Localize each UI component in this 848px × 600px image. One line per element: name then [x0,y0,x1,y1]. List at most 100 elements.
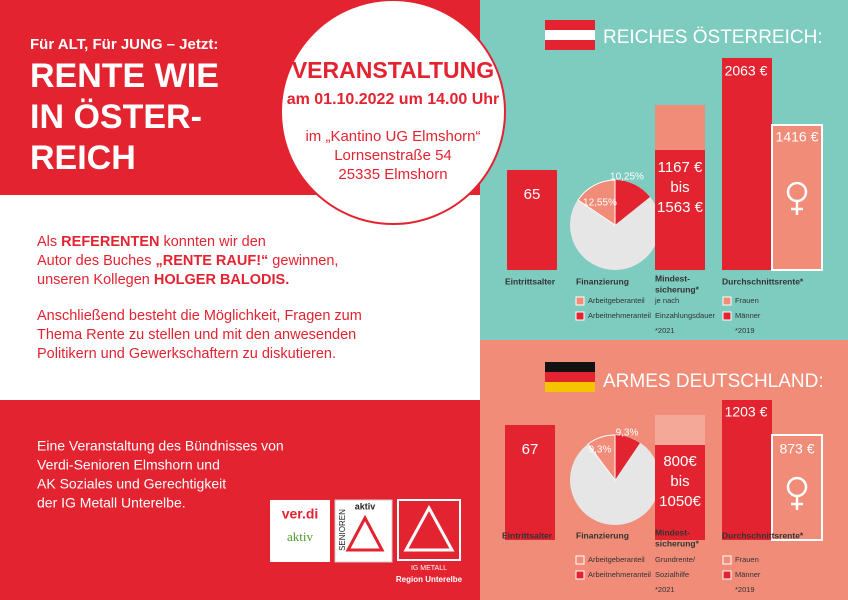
pie-label: 10,25% [610,172,644,183]
legend-swatch [575,570,585,580]
axis-label: Finanzierung [576,530,629,540]
value: 67 [522,441,539,458]
logo-box [334,499,393,563]
value: 1167 € [658,159,703,176]
female-bar [771,124,823,271]
venue: Lornsenstraße 54 [334,147,452,164]
legend-text: Arbeitnehmeranteil [588,311,651,320]
text-run: REFERENTEN [61,234,159,250]
body-line: Anschließend besteht die Möglichkeit, Fr… [37,308,362,324]
flag-de [545,372,595,382]
legend-text: *2019 [735,326,755,335]
legend-swatch [722,570,732,580]
legend-text: Männer [735,311,761,320]
male-bar [722,58,772,270]
body-line: Politikern und Gewerkschaftern zu diskut… [37,346,336,362]
legend-text: Grundrente/ [655,555,696,564]
legend-text: Männer [735,570,761,579]
venue: im „Kantino UG Elmshorn“ [305,128,480,145]
title: REICH [30,139,136,177]
text-run: konnten wir den [159,234,265,250]
legend-swatch [575,311,585,321]
footer-line: AK Soziales und Gerechtigkeit [37,476,226,492]
event-date: am 01.10.2022 um 14.00 Uhr [287,91,500,108]
female-bar [771,434,823,541]
flag-de [545,382,595,392]
legend-text: *2021 [655,585,675,594]
text-run: Politikern und Gewerkschaftern zu diskut… [37,346,336,362]
legend-swatch [722,555,732,565]
minimum-bar [655,150,705,270]
pie-label: 9,3% [589,445,612,456]
value: 1050€ [659,493,701,510]
legend-text: Arbeitgeberanteil [588,555,645,564]
event-title: VERANSTALTUNG [292,57,494,83]
logo-box [270,500,330,562]
legend-text: Arbeitgeberanteil [588,296,645,305]
footer-line: Eine Veranstaltung des Bündnisses von [37,438,284,454]
middle-band [0,195,480,400]
legend-text: *2021 [655,326,675,335]
value: 800€ [663,453,697,470]
male-bar [722,400,772,540]
logo-text: ver.di [282,506,319,522]
female-symbol [786,181,808,215]
footer-line: der IG Metall Unterelbe. [37,495,186,511]
flag-at [545,20,595,30]
flag-at [545,30,595,40]
body-line: Thema Rente zu stellen und mit den anwes… [37,327,356,343]
title: RENTE WIE [30,57,219,95]
legend-text: Arbeitnehmeranteil [588,570,651,579]
footer-line: Verdi-Senioren Elmshorn und [37,457,220,473]
text-run: Autor des Buches [37,253,156,269]
entry-bar [507,170,557,270]
text-run: Thema Rente zu stellen und mit den anwes… [37,327,356,343]
value: bis [670,473,689,490]
legend-text: Sozialhilfe [655,570,689,579]
flag-at [545,40,595,50]
value: 873 € [779,441,814,457]
value: 65 [524,186,541,203]
pie-slice [587,434,616,482]
logo-text: Region Unterelbe [396,575,463,584]
entry-bar [505,425,555,540]
female-symbol [786,476,808,510]
logo-text: SENIOREN [338,509,347,551]
legend-text: je nach [654,296,679,305]
logo-text: aktiv [287,529,313,544]
body-line: Als REFERENTEN konnten wir den [37,234,266,250]
legend-swatch [575,296,585,306]
axis-label: sicherung* [655,284,700,294]
text-run: „RENTE RAUF!“ [156,253,269,269]
flag-de [545,362,595,372]
kicker: Für ALT, Für JUNG – Jetzt: [30,36,218,53]
pie-slice [615,435,640,480]
value: 1416 € [776,129,819,145]
pie-label: 9,3% [616,428,639,439]
text-run: HOLGER BALODIS. [154,272,289,288]
axis-label: Durchschnittsrente* [722,276,804,286]
text-run: Anschließend besteht die Möglichkeit, Fr… [37,308,362,324]
value: 1563 € [657,199,704,216]
igm-mark [403,504,455,552]
pie-label: 12,55% [583,198,617,209]
logo-text: IG METALL [411,565,447,572]
text-run: Als [37,234,61,250]
legend-swatch [575,555,585,565]
pie-slice [577,179,616,226]
legend-swatch [722,311,732,321]
panel-heading: ARMES DEUTSCHLAND: [603,371,824,392]
axis-label: Eintrittsalter [502,530,553,540]
value: 1203 € [725,404,768,420]
event-circle [280,0,506,225]
minimum-bar [655,105,705,150]
minimum-bar [655,445,705,540]
legend-text: *2019 [735,585,755,594]
axis-label: sicherung* [655,538,700,548]
legend-text: Frauen [735,555,759,564]
panel-heading: REICHES ÖSTERREICH: [603,27,823,48]
title: IN ÖSTER- [30,98,202,136]
axis-label: Eintrittsalter [505,276,556,286]
pie-slice [615,180,650,225]
